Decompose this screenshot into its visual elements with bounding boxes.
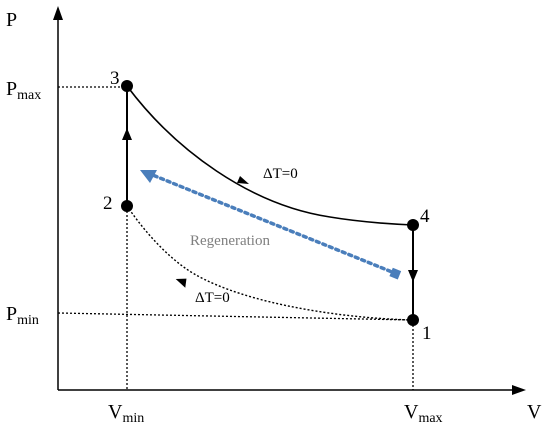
lower-isotherm-label: ΔT=0 xyxy=(195,290,230,306)
state-point-3 xyxy=(121,80,133,92)
state-label-1: 1 xyxy=(422,323,432,344)
v-min-label: Vmin xyxy=(108,401,144,426)
lower-isotherm-arrow xyxy=(175,278,187,288)
x-axis-arrowhead xyxy=(512,385,526,395)
upper-isotherm-arrow xyxy=(237,176,249,184)
state-point-1 xyxy=(407,314,419,326)
upper-isotherm-curve xyxy=(126,85,414,226)
regeneration-arrowhead xyxy=(140,170,157,183)
state-label-4: 4 xyxy=(420,206,430,227)
v-max-label: Vmax xyxy=(404,401,443,426)
p-max-label: Pmax xyxy=(6,78,41,103)
p-min-label: Pmin xyxy=(6,303,39,328)
upper-isotherm-label: ΔT=0 xyxy=(263,166,298,182)
state-label-3: 3 xyxy=(110,68,120,89)
state-point-4 xyxy=(407,219,419,231)
regeneration-tail-marker xyxy=(389,267,402,280)
regeneration-arrow xyxy=(148,172,399,276)
isochoric-heating-arrow xyxy=(122,128,132,140)
state-point-2 xyxy=(121,200,133,212)
p-min-guide xyxy=(57,312,414,321)
state-label-2: 2 xyxy=(103,193,113,214)
isochoric-cooling-arrow xyxy=(408,270,418,282)
regeneration-label: Regeneration xyxy=(190,233,270,249)
y-axis-label: P xyxy=(6,9,17,31)
x-axis-label: V xyxy=(527,401,542,423)
lower-isotherm-curve xyxy=(126,205,414,321)
y-axis-arrowhead xyxy=(53,6,63,20)
